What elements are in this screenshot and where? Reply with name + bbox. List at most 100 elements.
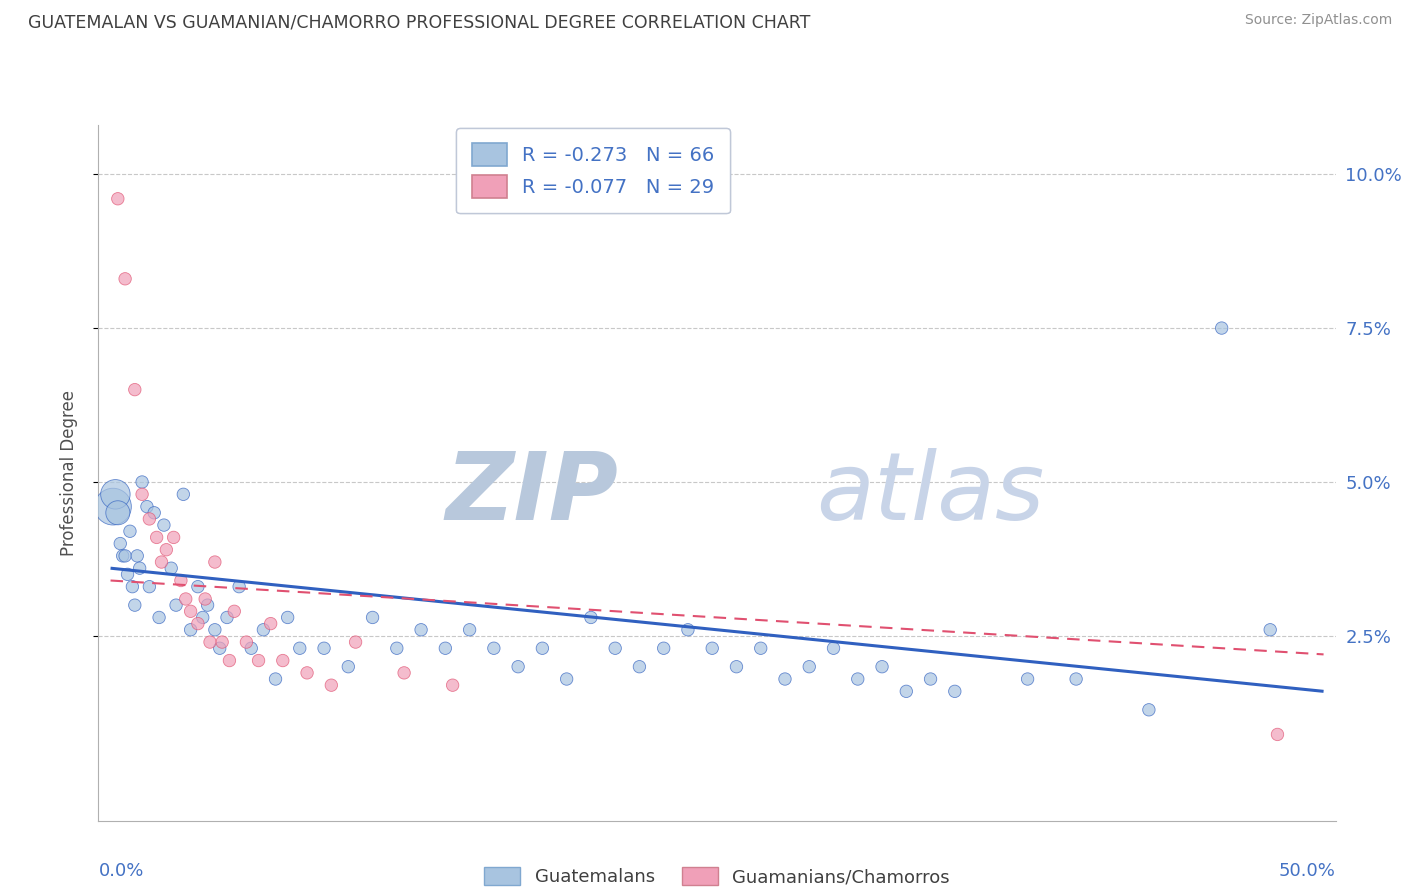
Point bbox=[361, 610, 384, 624]
Point bbox=[128, 561, 150, 575]
Point bbox=[799, 659, 821, 673]
Point bbox=[194, 592, 217, 607]
Point bbox=[143, 506, 166, 520]
Point bbox=[153, 518, 176, 533]
Point bbox=[392, 665, 415, 680]
Point bbox=[441, 678, 464, 692]
Point bbox=[224, 604, 246, 618]
Point bbox=[138, 580, 160, 594]
Point bbox=[260, 616, 283, 631]
Point bbox=[277, 610, 299, 624]
Point bbox=[180, 623, 202, 637]
Point bbox=[104, 487, 127, 501]
Point bbox=[162, 530, 184, 544]
Point bbox=[823, 641, 845, 656]
Point bbox=[579, 610, 602, 624]
Point bbox=[628, 659, 651, 673]
Point bbox=[148, 610, 170, 624]
Point bbox=[174, 592, 197, 607]
Point bbox=[187, 580, 209, 594]
Point bbox=[101, 500, 124, 514]
Point bbox=[114, 272, 136, 286]
Point bbox=[145, 530, 167, 544]
Point bbox=[160, 561, 183, 575]
Point bbox=[114, 549, 136, 563]
Legend: R = -0.273   N = 66, R = -0.077   N = 29: R = -0.273 N = 66, R = -0.077 N = 29 bbox=[457, 128, 730, 213]
Point bbox=[725, 659, 748, 673]
Point bbox=[295, 665, 318, 680]
Point bbox=[150, 555, 173, 569]
Point bbox=[218, 654, 240, 668]
Point bbox=[846, 672, 869, 686]
Point bbox=[197, 598, 219, 612]
Point bbox=[247, 654, 270, 668]
Text: atlas: atlas bbox=[815, 448, 1045, 539]
Point bbox=[531, 641, 554, 656]
Text: ZIP: ZIP bbox=[446, 448, 619, 540]
Y-axis label: Professional Degree: Professional Degree bbox=[59, 390, 77, 556]
Point bbox=[117, 567, 139, 582]
Point bbox=[1137, 703, 1160, 717]
Point bbox=[1258, 623, 1281, 637]
Point bbox=[208, 641, 231, 656]
Point bbox=[235, 635, 257, 649]
Point bbox=[107, 192, 129, 206]
Point bbox=[555, 672, 578, 686]
Point bbox=[215, 610, 238, 624]
Point bbox=[127, 549, 149, 563]
Point bbox=[124, 598, 146, 612]
Text: GUATEMALAN VS GUAMANIAN/CHAMORRO PROFESSIONAL DEGREE CORRELATION CHART: GUATEMALAN VS GUAMANIAN/CHAMORRO PROFESS… bbox=[28, 13, 810, 31]
Point bbox=[155, 542, 177, 557]
Text: 0.0%: 0.0% bbox=[98, 863, 143, 880]
Point bbox=[170, 574, 193, 588]
Point bbox=[252, 623, 274, 637]
Point bbox=[271, 654, 294, 668]
Point bbox=[1064, 672, 1087, 686]
Point bbox=[1211, 321, 1233, 335]
Point bbox=[605, 641, 627, 656]
Text: Source: ZipAtlas.com: Source: ZipAtlas.com bbox=[1244, 13, 1392, 28]
Point bbox=[191, 610, 214, 624]
Point bbox=[676, 623, 699, 637]
Point bbox=[228, 580, 250, 594]
Point bbox=[652, 641, 675, 656]
Point bbox=[482, 641, 505, 656]
Point bbox=[409, 623, 432, 637]
Point bbox=[458, 623, 481, 637]
Point bbox=[198, 635, 221, 649]
Text: 50.0%: 50.0% bbox=[1279, 863, 1336, 880]
Point bbox=[508, 659, 530, 673]
Point bbox=[204, 555, 226, 569]
Point bbox=[110, 536, 132, 550]
Point bbox=[211, 635, 233, 649]
Point bbox=[180, 604, 202, 618]
Point bbox=[943, 684, 966, 698]
Point bbox=[1267, 727, 1289, 741]
Point bbox=[870, 659, 893, 673]
Point bbox=[702, 641, 724, 656]
Point bbox=[385, 641, 408, 656]
Point bbox=[131, 475, 153, 489]
Point bbox=[264, 672, 287, 686]
Point bbox=[124, 383, 146, 397]
Point bbox=[131, 487, 153, 501]
Point bbox=[172, 487, 194, 501]
Point bbox=[312, 641, 335, 656]
Point bbox=[204, 623, 226, 637]
Point bbox=[337, 659, 360, 673]
Point bbox=[749, 641, 772, 656]
Point bbox=[773, 672, 796, 686]
Point bbox=[187, 616, 209, 631]
Point bbox=[434, 641, 457, 656]
Point bbox=[165, 598, 187, 612]
Point bbox=[121, 580, 143, 594]
Point bbox=[321, 678, 343, 692]
Point bbox=[1017, 672, 1039, 686]
Point bbox=[138, 512, 160, 526]
Point bbox=[136, 500, 159, 514]
Point bbox=[344, 635, 367, 649]
Point bbox=[111, 549, 134, 563]
Point bbox=[920, 672, 942, 686]
Point bbox=[288, 641, 311, 656]
Point bbox=[240, 641, 263, 656]
